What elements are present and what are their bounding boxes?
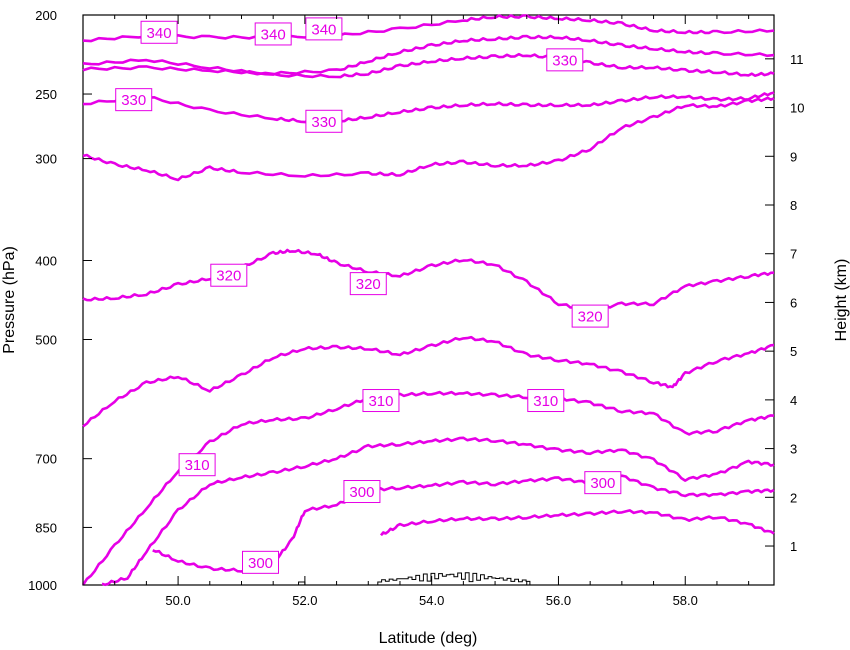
contour-label: 330 xyxy=(305,109,343,133)
contour-labels: 340 340 340 330 330 330 320 320 320 310 310 310 300 3… xyxy=(115,17,622,574)
contour-label: 320 xyxy=(571,304,609,328)
contour-label: 340 xyxy=(305,17,343,41)
y2-tick-label: 7 xyxy=(790,247,797,262)
y2-tick-label: 10 xyxy=(790,101,804,116)
contour-label-box xyxy=(305,17,343,41)
y2-tick-label: 5 xyxy=(790,344,797,359)
contour-label-box xyxy=(362,389,400,413)
x-tick-label: 50.0 xyxy=(165,593,190,608)
contour-label-box xyxy=(349,272,387,296)
x-tick-label: 54.0 xyxy=(419,593,444,608)
y2-tick-label: 3 xyxy=(790,442,797,457)
contour-label: 320 xyxy=(349,272,387,296)
y-tick-label: 200 xyxy=(35,8,57,23)
contour-label-box xyxy=(571,304,609,328)
contour-label-text: 330 xyxy=(311,114,336,131)
contour-label: 310 xyxy=(527,389,565,413)
contour-label: 300 xyxy=(242,550,280,574)
contour-label-text: 320 xyxy=(216,268,241,285)
contour-label: 300 xyxy=(343,480,381,504)
contour-label-text: 320 xyxy=(356,276,381,293)
contour-label: 310 xyxy=(362,389,400,413)
contour-line-330 xyxy=(82,52,775,79)
y-tick-label: 500 xyxy=(35,333,57,348)
contour-label: 330 xyxy=(546,48,584,72)
contour-line-330 xyxy=(82,91,775,124)
contour-label-box xyxy=(242,550,280,574)
y2-tick-label: 1 xyxy=(790,539,797,554)
terrain-line xyxy=(377,572,531,585)
contour-label: 300 xyxy=(584,471,622,495)
contour-label-text: 300 xyxy=(349,484,374,501)
contour-line-325 xyxy=(82,96,775,182)
contour-label-text: 300 xyxy=(248,555,273,572)
y-tick-label: 400 xyxy=(35,253,57,268)
contour-line-315 xyxy=(82,335,775,428)
contour-label: 340 xyxy=(140,20,178,44)
y-tick-label: 300 xyxy=(35,152,57,167)
contour-label-text: 340 xyxy=(147,25,172,42)
contour-label-text: 340 xyxy=(311,21,336,38)
contour-line-300 xyxy=(379,509,775,537)
x-tick-label: 56.0 xyxy=(546,593,571,608)
contour-line-305 xyxy=(101,436,775,587)
contour-label-box xyxy=(305,109,343,133)
x-axis-title: Latitude (deg) xyxy=(379,630,478,647)
contour-label-text: 310 xyxy=(368,393,393,410)
contour-line-310 xyxy=(81,390,775,586)
contour-label-box xyxy=(527,389,565,413)
contour-label: 330 xyxy=(115,88,153,112)
contour-label-text: 310 xyxy=(185,457,210,474)
y-tick-label: 1000 xyxy=(28,578,57,593)
y-axis-title: Pressure (hPa) xyxy=(1,246,18,354)
contour-label-box xyxy=(343,480,381,504)
y-tick-label: 850 xyxy=(35,520,57,535)
x-tick-label: 52.0 xyxy=(292,593,317,608)
y2-tick-label: 9 xyxy=(790,149,797,164)
contour-line-340 xyxy=(82,14,775,43)
contour-label: 320 xyxy=(210,263,248,287)
y-tick-label: 700 xyxy=(35,452,57,467)
contour-lines xyxy=(81,14,775,587)
axes: 50.0 52.0 54.0 56.0 58.020025030040050070085… xyxy=(28,8,804,608)
contour-label-text: 320 xyxy=(578,309,603,326)
contour-label-text: 330 xyxy=(121,92,146,109)
contour-label-text: 330 xyxy=(552,52,577,69)
contour-label-text: 340 xyxy=(261,26,286,43)
y-tick-label: 250 xyxy=(35,87,57,102)
y2-tick-label: 11 xyxy=(790,52,804,67)
plot-frame xyxy=(82,14,775,586)
y2-axis-title: Height (km) xyxy=(833,259,850,342)
contour-label-text: 310 xyxy=(533,393,558,410)
contour-label-text: 300 xyxy=(590,475,615,492)
contour-label: 310 xyxy=(178,453,216,477)
contour-label-box xyxy=(178,453,216,477)
contour-line-320 xyxy=(82,248,775,313)
contour-label-box xyxy=(546,48,584,72)
y2-tick-label: 6 xyxy=(790,295,797,310)
y2-tick-label: 2 xyxy=(790,490,797,505)
contour-label: 340 xyxy=(254,22,292,46)
contour-label-box xyxy=(584,471,622,495)
y2-tick-label: 8 xyxy=(790,198,797,213)
contour-label-box xyxy=(254,22,292,46)
y2-tick-label: 4 xyxy=(790,393,797,408)
contour-label-box xyxy=(115,88,153,112)
contour-label-box xyxy=(210,263,248,287)
contour-label-box xyxy=(140,20,178,44)
x-tick-label: 58.0 xyxy=(673,593,698,608)
